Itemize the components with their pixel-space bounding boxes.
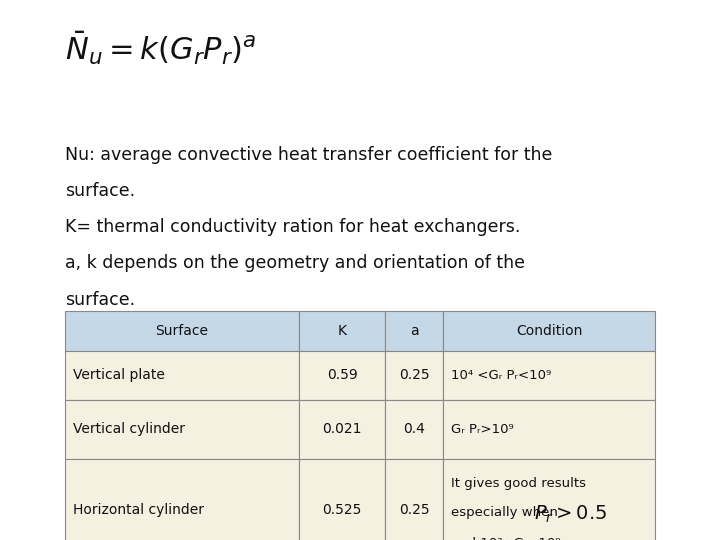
Text: Gᵣ Pᵣ>10⁹: Gᵣ Pᵣ>10⁹ bbox=[451, 423, 514, 436]
Text: 0.25: 0.25 bbox=[399, 368, 429, 382]
Text: surface.: surface. bbox=[65, 291, 135, 308]
Text: 0.59: 0.59 bbox=[327, 368, 357, 382]
Text: a, k depends on the geometry and orientation of the: a, k depends on the geometry and orienta… bbox=[65, 254, 525, 272]
FancyBboxPatch shape bbox=[443, 459, 655, 540]
Text: K= thermal conductivity ration for heat exchangers.: K= thermal conductivity ration for heat … bbox=[65, 218, 520, 236]
FancyBboxPatch shape bbox=[65, 310, 299, 351]
FancyBboxPatch shape bbox=[299, 400, 385, 459]
Text: Horizontal cylinder: Horizontal cylinder bbox=[73, 503, 204, 517]
Text: Vertical cylinder: Vertical cylinder bbox=[73, 422, 186, 436]
Text: surface.: surface. bbox=[65, 182, 135, 200]
FancyBboxPatch shape bbox=[385, 459, 443, 540]
FancyBboxPatch shape bbox=[385, 310, 443, 351]
Text: Condition: Condition bbox=[516, 324, 582, 338]
FancyBboxPatch shape bbox=[443, 351, 655, 400]
Text: Surface: Surface bbox=[156, 324, 208, 338]
Text: K: K bbox=[338, 324, 346, 338]
Text: It gives good results: It gives good results bbox=[451, 477, 587, 490]
FancyBboxPatch shape bbox=[385, 351, 443, 400]
FancyBboxPatch shape bbox=[65, 459, 299, 540]
Text: especially when: especially when bbox=[451, 506, 562, 519]
Text: Nu: average convective heat transfer coefficient for the: Nu: average convective heat transfer coe… bbox=[65, 146, 552, 164]
FancyBboxPatch shape bbox=[299, 310, 385, 351]
Text: and 10³<Gᵣ<10⁹: and 10³<Gᵣ<10⁹ bbox=[451, 537, 561, 540]
FancyBboxPatch shape bbox=[65, 400, 299, 459]
Text: 0.25: 0.25 bbox=[399, 503, 429, 517]
FancyBboxPatch shape bbox=[443, 310, 655, 351]
FancyBboxPatch shape bbox=[443, 400, 655, 459]
Text: 0.525: 0.525 bbox=[323, 503, 361, 517]
Text: 10⁴ <Gᵣ Pᵣ<10⁹: 10⁴ <Gᵣ Pᵣ<10⁹ bbox=[451, 369, 552, 382]
Text: $\bar{N}_u = k(G_r P_r)^a$: $\bar{N}_u = k(G_r P_r)^a$ bbox=[65, 30, 256, 67]
FancyBboxPatch shape bbox=[299, 351, 385, 400]
Text: 0.4: 0.4 bbox=[403, 422, 425, 436]
FancyBboxPatch shape bbox=[65, 351, 299, 400]
Text: $P_r>0.5$: $P_r>0.5$ bbox=[534, 503, 608, 525]
Text: Vertical plate: Vertical plate bbox=[73, 368, 166, 382]
Text: 0.021: 0.021 bbox=[323, 422, 361, 436]
FancyBboxPatch shape bbox=[299, 459, 385, 540]
Text: a: a bbox=[410, 324, 418, 338]
FancyBboxPatch shape bbox=[385, 400, 443, 459]
